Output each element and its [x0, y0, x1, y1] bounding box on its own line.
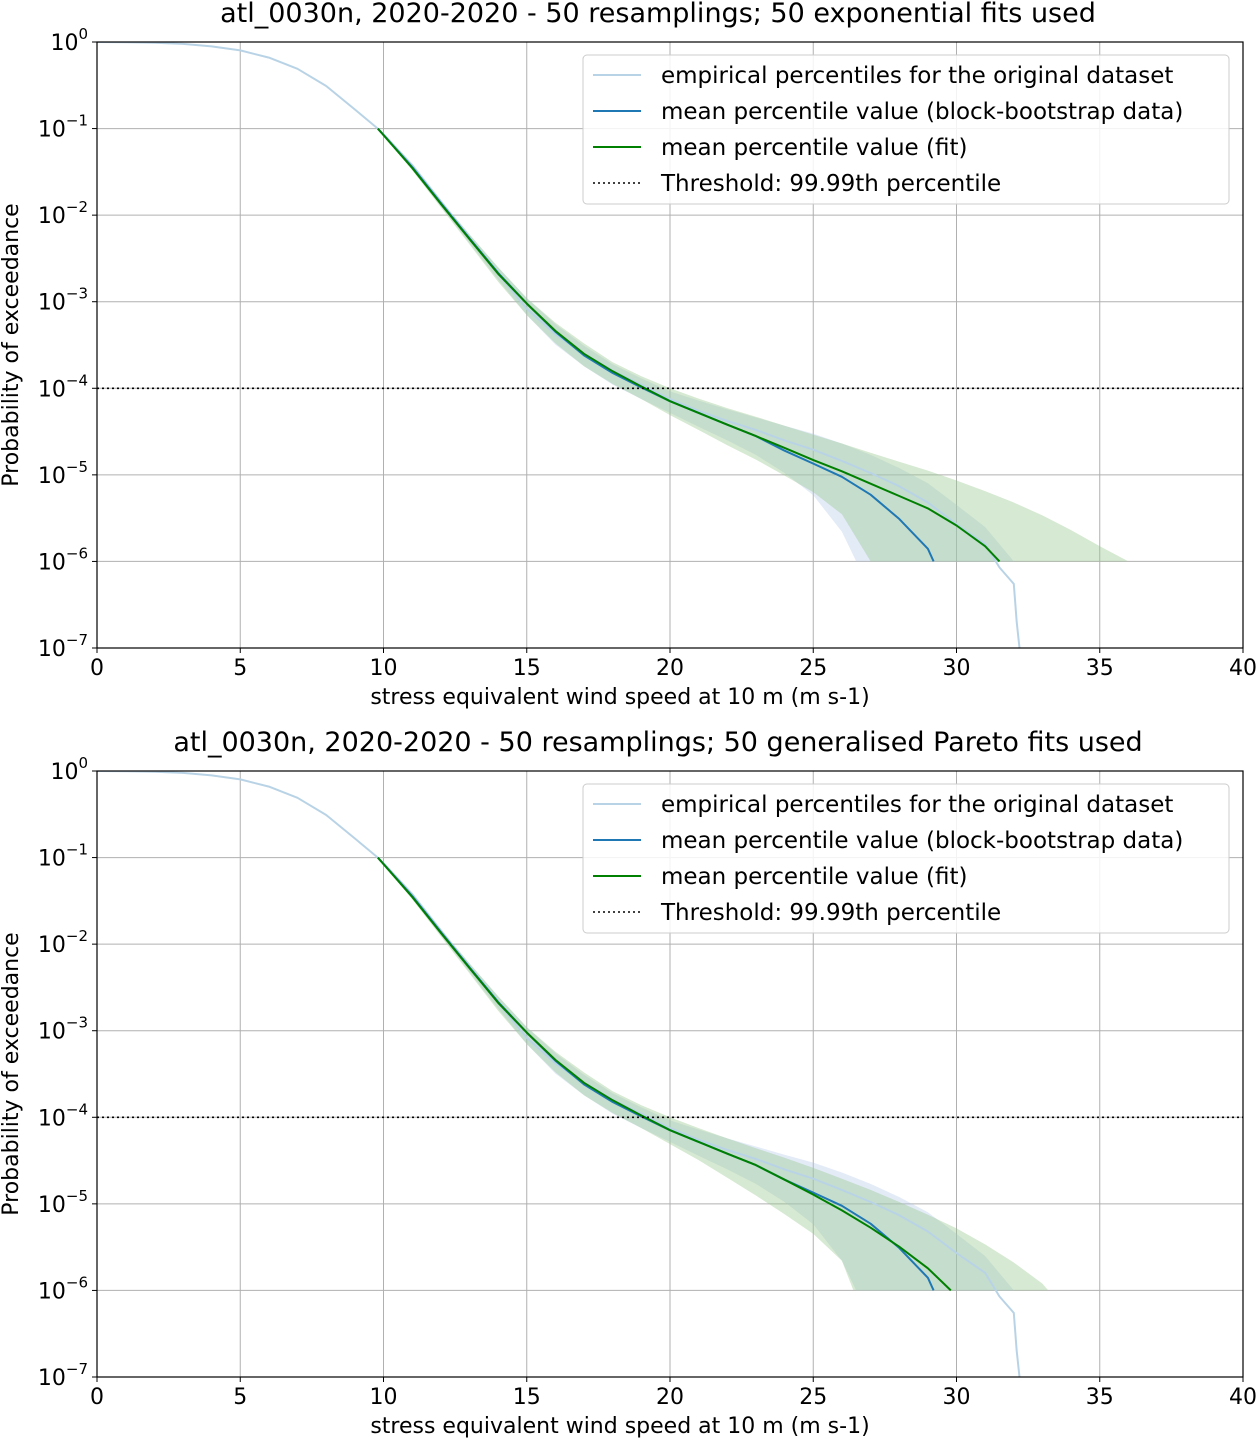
y-tick-exponent: −5 [66, 1187, 88, 1205]
plot-area [97, 42, 1243, 648]
y-tick-base: 10 [38, 464, 66, 489]
confidence-band-1 [377, 128, 1014, 562]
y-tick-label: 10−3 [38, 1014, 88, 1045]
y-tick-base: 10 [38, 1279, 66, 1304]
y-tick-base: 10 [38, 291, 66, 316]
fit-mean-line [377, 856, 952, 1292]
y-tick-base: 10 [50, 760, 78, 785]
y-tick-exponent: −4 [66, 371, 88, 389]
x-tick-label: 0 [90, 1385, 104, 1410]
y-tick-exponent: −2 [66, 927, 88, 945]
y-tick-exponent: −2 [66, 198, 88, 216]
y-tick-base: 10 [38, 1366, 66, 1391]
chart-1: 0 5 10 15 20 25 30 35 4010010−110−210−310−410−51… [0, 0, 1257, 710]
y-tick-label: 10−7 [38, 631, 88, 662]
y-tick-base: 10 [38, 637, 66, 662]
fit-mean-line [377, 127, 1001, 563]
y-tick-base: 10 [38, 847, 66, 872]
legend-label: mean percentile value (block-bootstrap d… [661, 99, 1183, 125]
x-tick-label: 35 [1086, 1385, 1114, 1410]
y-tick-label: 10−4 [38, 1100, 88, 1131]
y-tick-label: 100 [50, 754, 88, 785]
x-tick-label: 0 [90, 656, 104, 681]
y-tick-exponent: −6 [66, 1273, 88, 1291]
x-tick-label: 40 [1229, 656, 1257, 681]
y-tick-exponent: −1 [66, 841, 88, 859]
y-tick-exponent: −6 [66, 544, 88, 562]
y-tick-label: 10−6 [38, 544, 88, 575]
y-axis-label: Probability of exceedance [0, 203, 24, 486]
y-tick-exponent: −5 [66, 458, 88, 476]
y-tick-label: 10−5 [38, 458, 88, 489]
chart-title: atl_0030n, 2020-2020 - 50 resamplings; 5… [173, 727, 1142, 758]
y-tick-base: 10 [50, 31, 78, 56]
x-tick-label: 40 [1229, 1385, 1257, 1410]
y-tick-base: 10 [38, 1106, 66, 1131]
y-tick-label: 10−7 [38, 1360, 88, 1391]
legend-label: Threshold: 99.99th percentile [660, 900, 1001, 926]
y-tick-base: 10 [38, 1193, 66, 1218]
y-tick-exponent: −1 [66, 112, 88, 130]
legend-label: empirical percentiles for the original d… [661, 63, 1173, 89]
y-tick-exponent: 0 [78, 754, 88, 772]
y-tick-label: 10−5 [38, 1187, 88, 1218]
y-tick-exponent: −3 [66, 285, 88, 303]
y-tick-label: 10−3 [38, 285, 88, 316]
y-tick-label: 10−4 [38, 371, 88, 402]
y-tick-base: 10 [38, 550, 66, 575]
x-tick-label: 10 [370, 1385, 398, 1410]
y-axis-label: Probability of exceedance [0, 932, 24, 1215]
legend-box [582, 783, 1230, 934]
x-tick-label: 10 [370, 656, 398, 681]
y-tick-exponent: −3 [66, 1014, 88, 1032]
y-tick-label: 10−2 [38, 198, 88, 229]
y-tick-base: 10 [38, 377, 66, 402]
x-tick-label: 30 [943, 1385, 971, 1410]
y-tick-label: 10−1 [38, 112, 88, 143]
y-tick-exponent: −4 [66, 1100, 88, 1118]
y-tick-base: 10 [38, 204, 66, 229]
x-tick-label: 35 [1086, 656, 1114, 681]
legend-box [582, 54, 1230, 205]
y-tick-base: 10 [38, 1020, 66, 1045]
plot-area [97, 771, 1243, 1377]
legend-label: mean percentile value (block-bootstrap d… [661, 828, 1183, 854]
x-tick-label: 25 [799, 1385, 827, 1410]
y-tick-label: 10−2 [38, 927, 88, 958]
legend-label: mean percentile value (fit) [661, 135, 967, 161]
y-tick-exponent: 0 [78, 25, 88, 43]
x-tick-label: 5 [233, 1385, 247, 1410]
x-tick-label: 5 [233, 656, 247, 681]
confidence-band-1 [377, 857, 1014, 1291]
y-tick-exponent: −7 [66, 1360, 88, 1378]
chart-2: 0 5 10 15 20 25 30 35 4010010−110−210−310−410−51… [0, 727, 1257, 1439]
y-tick-base: 10 [38, 933, 66, 958]
x-axis-label: stress equivalent wind speed at 10 m (m … [370, 1414, 869, 1439]
y-tick-base: 10 [38, 118, 66, 143]
chart-title: atl_0030n, 2020-2020 - 50 resamplings; 5… [220, 0, 1096, 29]
y-tick-label: 100 [50, 25, 88, 56]
legend-label: mean percentile value (fit) [661, 864, 967, 890]
legend: empirical percentiles for the original d… [582, 783, 1230, 934]
y-tick-label: 10−1 [38, 841, 88, 872]
x-tick-label: 15 [513, 1385, 541, 1410]
legend-label: Threshold: 99.99th percentile [660, 171, 1001, 197]
y-tick-exponent: −7 [66, 631, 88, 649]
x-tick-label: 15 [513, 656, 541, 681]
legend-label: empirical percentiles for the original d… [661, 792, 1173, 818]
legend: empirical percentiles for the original d… [582, 54, 1230, 205]
x-axis-label: stress equivalent wind speed at 10 m (m … [370, 685, 869, 710]
x-tick-label: 30 [943, 656, 971, 681]
x-tick-label: 20 [656, 1385, 684, 1410]
confidence-band-2 [377, 857, 1049, 1291]
x-tick-label: 25 [799, 656, 827, 681]
x-tick-label: 20 [656, 656, 684, 681]
y-tick-label: 10−6 [38, 1273, 88, 1304]
